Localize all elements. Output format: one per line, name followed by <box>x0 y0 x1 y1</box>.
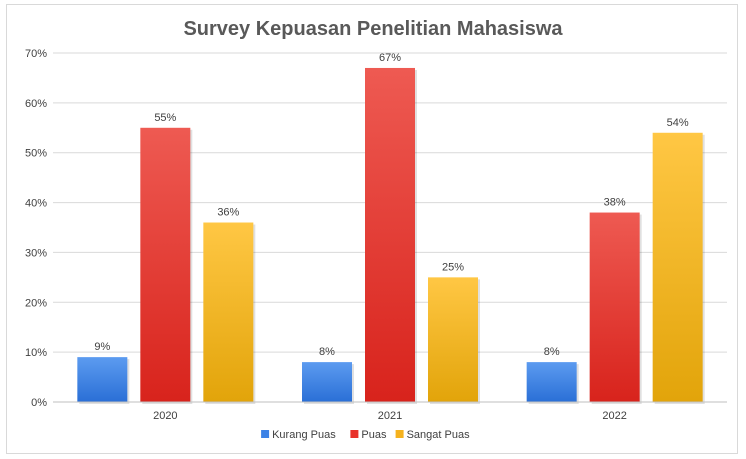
data-label: 55% <box>154 112 176 124</box>
legend-swatch <box>395 430 404 438</box>
data-label: 36% <box>217 207 239 219</box>
y-tick-label: 20% <box>25 297 47 309</box>
bar-sangat-puas-2020 <box>203 222 254 402</box>
x-tick-label: 2020 <box>153 410 177 422</box>
legend-label: Puas <box>361 429 387 441</box>
y-tick-label: 60% <box>25 98 47 110</box>
data-label: 67% <box>379 52 401 64</box>
y-tick-label: 10% <box>25 347 47 359</box>
legend-swatch <box>261 430 270 438</box>
y-tick-label: 30% <box>25 247 47 259</box>
legend: Kurang Puas Puas Sangat Puas <box>261 429 470 441</box>
data-label: 9% <box>94 341 110 353</box>
bar-chart: Survey Kepuasan Penelitian Mahasiswa 9% 5… <box>25 18 727 441</box>
bar-puas-2020 <box>140 127 191 403</box>
x-tick-label: 2021 <box>378 410 402 422</box>
bar-kurang-puas-2022 <box>526 362 577 402</box>
legend-swatch <box>350 430 359 438</box>
bar-puas-2022 <box>589 212 640 402</box>
bar-sangat-puas-2022 <box>652 132 703 402</box>
bar-sangat-puas-2021 <box>428 277 478 402</box>
x-tick-label: 2022 <box>602 410 626 422</box>
data-labels: 9% 55% 36% 8% 67% 25% 8% 38% 54% <box>94 52 689 358</box>
data-label: 54% <box>667 117 689 129</box>
chart-title: Survey Kepuasan Penelitian Mahasiswa <box>183 18 563 40</box>
data-label: 8% <box>319 346 335 358</box>
bars <box>77 67 705 404</box>
legend-label: Kurang Puas <box>272 429 336 441</box>
data-label: 25% <box>442 261 464 273</box>
legend-label: Sangat Puas <box>407 429 470 441</box>
y-tick-label: 50% <box>25 148 47 160</box>
axes: 0% 10% 20% 30% 40% 50% 60% 70% 2020 2021 2022 <box>25 48 727 422</box>
data-label: 38% <box>604 197 626 209</box>
bar-puas-2021 <box>365 67 415 402</box>
bar-kurang-puas-2021 <box>302 362 352 402</box>
y-tick-label: 70% <box>25 48 47 60</box>
y-tick-label: 0% <box>31 397 47 409</box>
bar-kurang-puas-2020 <box>77 357 128 402</box>
data-label: 8% <box>544 346 560 358</box>
chart-frame: Survey Kepuasan Penelitian Mahasiswa 9% 5… <box>6 4 738 454</box>
y-tick-label: 40% <box>25 198 47 210</box>
